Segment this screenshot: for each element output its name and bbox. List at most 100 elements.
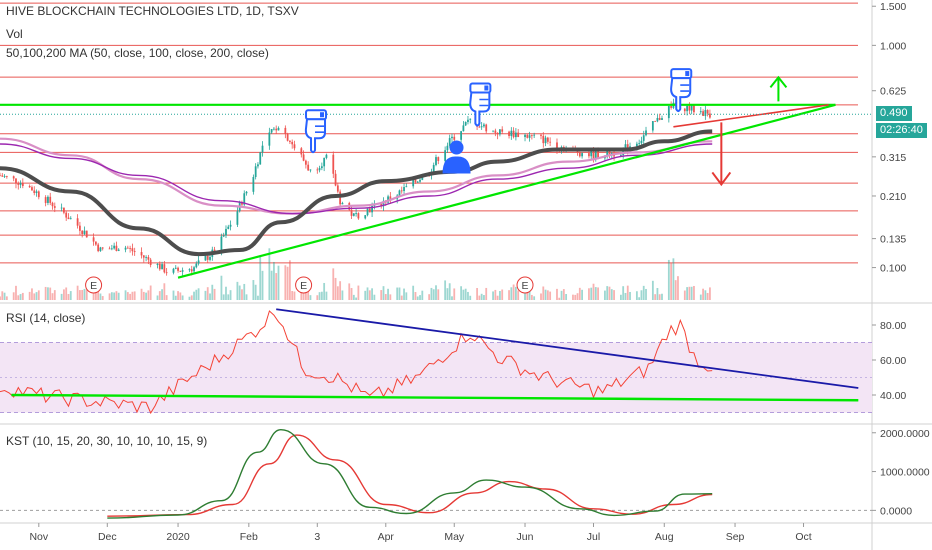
candle-body — [469, 118, 472, 120]
volume-bar — [117, 292, 120, 300]
countdown-badge: 02:26:40 — [876, 123, 927, 138]
candle-body — [405, 186, 408, 188]
candle-body — [209, 256, 211, 260]
candle-body — [76, 218, 79, 226]
symbol-title[interactable]: HIVE BLOCKCHAIN TECHNOLOGIES LTD, 1D, TS… — [6, 4, 299, 18]
volume-bar — [225, 286, 227, 300]
candle-body — [699, 111, 702, 113]
candle-body — [149, 259, 152, 266]
ma-legend[interactable]: 50,100,200 MA (50, close, 100, close, 20… — [6, 46, 269, 60]
candle-body — [325, 154, 328, 158]
volume-bar — [197, 288, 200, 300]
candle-body — [526, 134, 529, 138]
volume-bar — [241, 289, 243, 300]
candle-body — [158, 263, 161, 270]
volume-bar — [131, 291, 134, 300]
volume-bar — [309, 295, 312, 300]
kst-legend[interactable]: KST (10, 15, 20, 30, 10, 10, 10, 15, 9) — [6, 434, 208, 448]
earnings-marker-label: E — [522, 280, 529, 292]
candle-body — [115, 245, 118, 251]
volume-bar — [368, 290, 371, 300]
rsi-legend[interactable]: RSI (14, close) — [6, 311, 86, 325]
candle-body — [165, 272, 168, 274]
volume-legend[interactable]: Vol — [6, 27, 23, 41]
candle-body — [448, 138, 451, 146]
candle-body — [704, 110, 707, 116]
price-axis-label: 0.100 — [880, 263, 906, 275]
volume-bar — [608, 286, 611, 300]
candle-body — [145, 257, 147, 258]
candle-body — [588, 153, 590, 157]
candle-body — [188, 269, 191, 271]
candle-body — [524, 134, 526, 138]
hand-cuff-button — [685, 71, 690, 77]
volume-bar — [435, 285, 437, 300]
candle-body — [357, 213, 360, 219]
volume-bar — [674, 280, 677, 300]
candle-body — [496, 132, 499, 135]
candle-body — [3, 176, 6, 177]
hand-fingers — [479, 98, 489, 107]
time-axis-label: Feb — [240, 531, 258, 543]
volume-bar — [706, 292, 709, 300]
volume-bar — [177, 291, 179, 300]
candle-body — [483, 124, 485, 127]
trendline-rsi-support — [11, 393, 859, 402]
candle-body — [15, 178, 17, 184]
volume-bar — [656, 287, 659, 300]
candle-body — [94, 241, 97, 245]
volume-bar — [113, 292, 116, 300]
candle-body — [435, 157, 437, 166]
candle-body — [462, 125, 465, 132]
volume-bar — [610, 289, 613, 300]
rsi-axis-label: 40.00 — [880, 390, 906, 402]
candle-body — [147, 257, 150, 260]
volume-bar — [348, 283, 351, 300]
volume-bar — [699, 294, 702, 300]
candle-body — [229, 224, 232, 227]
kst-line — [107, 428, 713, 519]
volume-bar — [277, 265, 280, 300]
volume-bar — [432, 289, 435, 300]
candle-body — [225, 228, 227, 236]
volume-bar — [323, 282, 326, 300]
volume-bar — [126, 292, 129, 300]
candle-body — [485, 124, 488, 132]
volume-bar — [35, 292, 38, 300]
candle-body — [65, 212, 68, 218]
volume-bar — [97, 288, 100, 300]
trendline-rsi-descending — [276, 308, 859, 389]
volume-bar — [517, 290, 520, 300]
volume-bar — [63, 289, 65, 300]
candle-body — [304, 160, 307, 165]
volume-bar — [257, 295, 259, 300]
volume-bar — [99, 293, 102, 300]
candle-body — [635, 143, 638, 147]
candle-body — [419, 179, 421, 182]
candle-body — [99, 247, 102, 252]
candle-body — [60, 207, 63, 209]
candle-body — [110, 248, 113, 250]
candle-body — [530, 135, 533, 137]
candle-body — [624, 144, 627, 148]
candle-body — [181, 270, 184, 272]
candle-body — [460, 131, 463, 140]
candle-body — [300, 148, 303, 155]
volume-bar — [3, 292, 6, 300]
candle-body — [380, 203, 383, 207]
candle-body — [651, 121, 654, 131]
volume-bar — [672, 258, 675, 300]
volume-bar — [651, 280, 654, 300]
volume-bar — [629, 291, 631, 300]
volume-bar — [15, 285, 17, 300]
volume-bar — [604, 290, 606, 300]
candle-body — [686, 105, 688, 112]
candle-body — [142, 255, 145, 258]
candle-body — [129, 248, 132, 249]
candle-body — [654, 121, 657, 122]
volume-bar — [494, 289, 497, 300]
volume-bar — [492, 291, 494, 300]
volume-bar — [451, 296, 453, 300]
volume-bar — [576, 293, 579, 300]
candle-body — [382, 200, 385, 207]
